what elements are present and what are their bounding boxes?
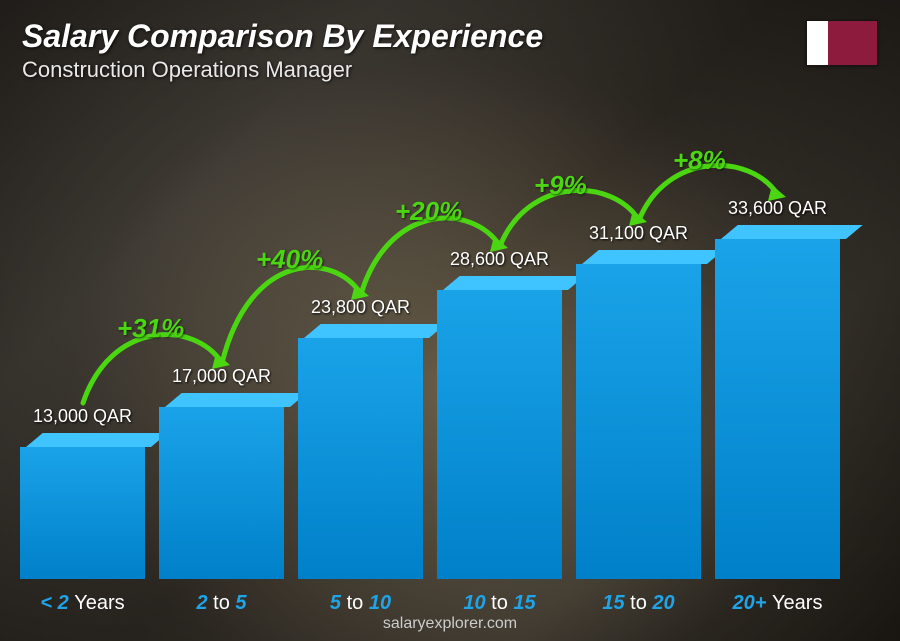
- bar-group: 17,000 QAR2 to 5: [159, 119, 284, 579]
- bar-group: 13,000 QAR< 2 Years: [20, 119, 145, 579]
- bar-front-face: [20, 447, 145, 579]
- bar-front-face: [159, 407, 284, 579]
- bar-group: 23,800 QAR5 to 10: [298, 119, 423, 579]
- bar-group: 28,600 QAR10 to 15: [437, 119, 562, 579]
- bar: [20, 433, 145, 579]
- bar: [715, 225, 840, 579]
- flag-serration: [820, 21, 828, 65]
- bar-value-label: 28,600 QAR: [450, 249, 549, 270]
- bar: [159, 393, 284, 579]
- bar-value-label: 31,100 QAR: [589, 223, 688, 244]
- bar-group: 31,100 QAR15 to 20: [576, 119, 701, 579]
- bar-chart: 13,000 QAR< 2 Years17,000 QAR2 to 523,80…: [20, 119, 840, 579]
- bar-top-face: [26, 433, 168, 447]
- bar-top-face: [582, 250, 724, 264]
- footer-credit: salaryexplorer.com: [0, 615, 900, 633]
- bar-group: 33,600 QAR20+ Years: [715, 119, 840, 579]
- bar-value-label: 33,600 QAR: [728, 198, 827, 219]
- bar-category-label: 20+ Years: [715, 592, 840, 615]
- bar-front-face: [298, 338, 423, 579]
- bar-front-face: [576, 264, 701, 579]
- bar-top-face: [165, 393, 307, 407]
- page-subtitle: Construction Operations Manager: [22, 57, 543, 83]
- bar-top-face: [304, 324, 446, 338]
- qatar-flag-icon: [806, 20, 878, 66]
- bar-category-label: 2 to 5: [159, 592, 284, 615]
- bar-top-face: [721, 225, 863, 239]
- bar-top-face: [443, 276, 585, 290]
- bar: [576, 250, 701, 579]
- flag-maroon-band: [828, 21, 877, 65]
- bar-front-face: [715, 239, 840, 579]
- bar-category-label: 5 to 10: [298, 592, 423, 615]
- bar-front-face: [437, 290, 562, 579]
- bar-value-label: 17,000 QAR: [172, 366, 271, 387]
- bar-value-label: 13,000 QAR: [33, 406, 132, 427]
- bar-category-label: 10 to 15: [437, 592, 562, 615]
- infographic-canvas: Salary Comparison By Experience Construc…: [0, 0, 900, 641]
- header: Salary Comparison By Experience Construc…: [22, 18, 543, 83]
- bar: [437, 276, 562, 579]
- bar-value-label: 23,800 QAR: [311, 297, 410, 318]
- page-title: Salary Comparison By Experience: [22, 18, 543, 55]
- bar: [298, 324, 423, 579]
- bar-category-label: 15 to 20: [576, 592, 701, 615]
- bar-category-label: < 2 Years: [20, 592, 145, 615]
